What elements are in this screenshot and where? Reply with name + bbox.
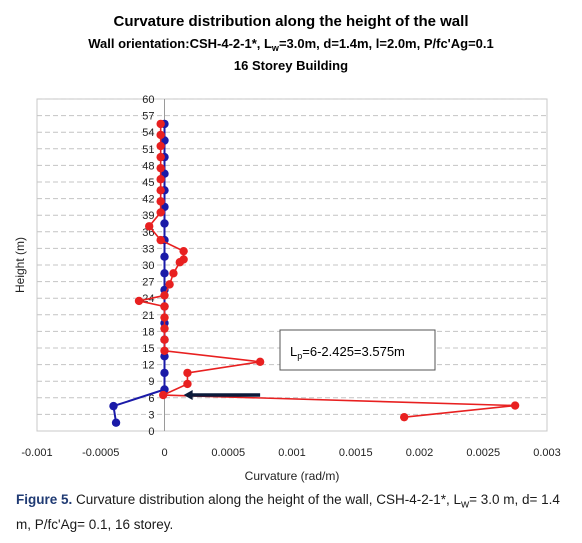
series-red-point bbox=[165, 280, 174, 289]
x-tick-label: 0.002 bbox=[406, 447, 434, 459]
x-tick-label: 0 bbox=[161, 447, 167, 459]
y-tick-label: 0 bbox=[148, 426, 154, 438]
series-red-point bbox=[169, 269, 178, 278]
x-tick-label: -0.0005 bbox=[82, 447, 119, 459]
series-red-point bbox=[400, 412, 409, 422]
y-tick-label: 9 bbox=[148, 376, 154, 388]
series-red-point bbox=[145, 222, 154, 231]
y-tick-label: 6 bbox=[148, 393, 154, 405]
x-tick-label: 0.003 bbox=[533, 447, 561, 459]
series-red-point bbox=[156, 235, 165, 245]
y-tick-label: 57 bbox=[142, 111, 154, 123]
subtitle-part-b: =3.0m, d=1.4m, l=2.0m, P/fc'Ag=0.1 bbox=[279, 36, 494, 51]
series-red-point bbox=[183, 368, 192, 378]
series-red-point bbox=[160, 346, 169, 355]
series-red bbox=[134, 119, 520, 422]
series-red-point bbox=[156, 119, 165, 129]
x-tick-labels: -0.001 -0.0005 0 0.0005 0.001 0.0015 0.002 0.00… bbox=[21, 447, 560, 459]
x-tick-label: -0.001 bbox=[21, 447, 52, 459]
series-red-point bbox=[510, 401, 520, 410]
series-red-point bbox=[160, 313, 169, 322]
series-red-point bbox=[160, 291, 169, 300]
subtitle-part-a: Wall orientation:CSH-4-2-1*, L bbox=[88, 36, 272, 51]
series-red-point bbox=[156, 163, 165, 173]
figure-caption: Figure 5. Curvature distribution along t… bbox=[16, 490, 572, 534]
annotation-text: Lp=6-2.425=3.575m bbox=[290, 344, 405, 361]
series-red-point bbox=[183, 379, 192, 389]
series-red-point bbox=[179, 255, 188, 264]
y-tick-label: 3 bbox=[148, 409, 154, 421]
y-tick-label: 18 bbox=[142, 326, 154, 338]
x-tick-label: 0.0005 bbox=[211, 447, 245, 459]
y-tick-label: 15 bbox=[142, 343, 154, 355]
caption-subscript: w bbox=[460, 498, 470, 511]
y-tick-label: 30 bbox=[142, 260, 154, 272]
y-tick-label: 51 bbox=[142, 144, 154, 156]
series-red-point bbox=[160, 302, 169, 311]
x-tick-label: 0.0025 bbox=[466, 447, 500, 459]
annotation-subscript: p bbox=[297, 351, 302, 361]
series-red-point bbox=[160, 335, 169, 344]
series-red-point bbox=[156, 141, 165, 151]
chart-title: Curvature distribution along the height … bbox=[113, 13, 468, 30]
series-blue-point bbox=[111, 418, 121, 427]
annotation: Lp=6-2.425=3.575m bbox=[183, 329, 436, 401]
y-axis-label: Height (m) bbox=[13, 237, 27, 293]
series-red-point bbox=[255, 357, 265, 367]
annotation-rest: =6-2.425=3.575m bbox=[302, 344, 405, 359]
series-red-point bbox=[156, 197, 165, 206]
annotation-box bbox=[279, 329, 436, 371]
x-tick-label: 0.0015 bbox=[339, 447, 373, 459]
series-red-point bbox=[156, 130, 165, 140]
series-blue-point bbox=[160, 252, 169, 261]
y-tick-label: 27 bbox=[142, 277, 154, 289]
series-red-point bbox=[159, 390, 168, 400]
y-tick-label: 60 bbox=[142, 94, 154, 106]
chart-subtitle-2: 16 Storey Building bbox=[234, 58, 348, 73]
series-blue-point bbox=[160, 219, 169, 228]
caption-label: Figure 5. bbox=[16, 492, 73, 507]
series-blue-point bbox=[109, 401, 118, 411]
caption-text-a: Curvature distribution along the height … bbox=[72, 492, 461, 507]
gridlines bbox=[37, 98, 547, 431]
y-tick-label: 12 bbox=[142, 360, 154, 372]
y-tick-label: 42 bbox=[142, 194, 154, 206]
subtitle-subscript: w bbox=[271, 43, 280, 53]
chart-subtitle: Wall orientation:CSH-4-2-1*, Lw=3.0m, d=… bbox=[88, 36, 494, 53]
series-red-point bbox=[156, 175, 165, 184]
series-red-point bbox=[160, 324, 169, 333]
series-blue-point bbox=[160, 269, 169, 278]
chart-svg: Curvature distribution along the height … bbox=[13, 13, 561, 483]
y-tick-label: 39 bbox=[142, 210, 154, 222]
x-axis-label: Curvature (rad/m) bbox=[245, 469, 340, 483]
annotation-arrow-head bbox=[183, 390, 193, 401]
annotation-main: L bbox=[290, 344, 297, 359]
caption-text-b: = 3.0 m, d= 1.4 m, P/fc'Ag= 0.1, 16 stor… bbox=[16, 492, 560, 532]
series-red-point bbox=[156, 186, 165, 195]
y-tick-label: 48 bbox=[142, 160, 154, 172]
x-tick-label: 0.001 bbox=[278, 447, 306, 459]
series-red-point bbox=[179, 246, 188, 256]
series-red-point bbox=[156, 208, 165, 217]
y-tick-label: 54 bbox=[142, 127, 154, 139]
y-tick-label: 21 bbox=[142, 310, 154, 322]
series-red-point bbox=[134, 296, 144, 306]
series-red-point bbox=[156, 152, 165, 162]
y-tick-label: 45 bbox=[142, 177, 154, 189]
series-blue-point bbox=[160, 368, 169, 378]
y-tick-label: 33 bbox=[142, 243, 154, 255]
